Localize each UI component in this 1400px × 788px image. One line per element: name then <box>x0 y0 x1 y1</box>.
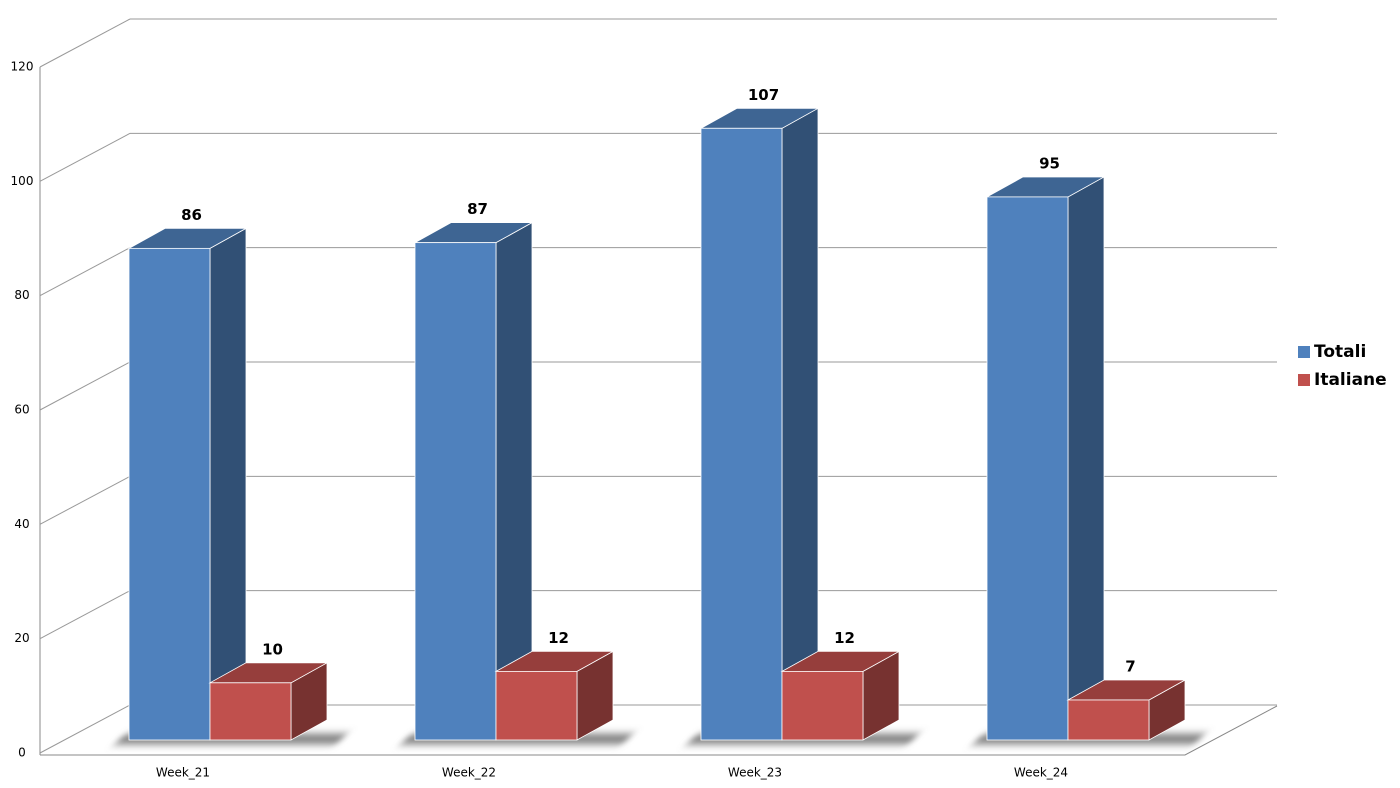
bar <box>209 682 292 741</box>
legend-swatch <box>1298 374 1310 386</box>
legend-label: Italiane <box>1314 370 1387 390</box>
x-tick-label: Week_21 <box>156 766 210 780</box>
bar <box>986 196 1069 741</box>
grid-line-side <box>39 18 131 68</box>
grid-line-side <box>39 590 131 640</box>
bar <box>700 127 783 741</box>
grid-line-side <box>39 475 131 525</box>
y-tick-label: 20 <box>14 631 29 645</box>
y-tick-label: 80 <box>14 288 29 302</box>
grid-line-side <box>39 132 131 182</box>
bar <box>414 242 497 741</box>
data-label: 12 <box>548 629 569 647</box>
y-tick-label: 60 <box>14 403 29 417</box>
legend-label: Totali <box>1314 342 1366 362</box>
data-label: 10 <box>262 640 283 658</box>
grid-line-side <box>39 361 131 411</box>
grid-line-side <box>39 247 131 297</box>
bar <box>781 671 864 741</box>
grid-line-side <box>39 704 131 754</box>
legend-swatch <box>1298 346 1310 358</box>
bar <box>1067 699 1150 741</box>
y-tick-label: 100 <box>11 174 34 188</box>
data-label: 95 <box>1039 154 1060 172</box>
data-label: 86 <box>181 206 202 224</box>
axes <box>39 67 1278 756</box>
bar <box>128 247 211 741</box>
bar <box>495 671 578 741</box>
x-tick-label: Week_23 <box>728 766 782 780</box>
y-tick-label: 0 <box>18 746 26 760</box>
data-label: 12 <box>834 629 855 647</box>
bar-side <box>209 227 247 741</box>
data-label: 107 <box>748 86 779 104</box>
data-label: 87 <box>467 200 488 218</box>
bar-side <box>781 107 819 741</box>
x-tick-label: Week_24 <box>1014 766 1068 780</box>
data-label: 7 <box>1125 657 1135 675</box>
y-tick-label: 120 <box>11 60 34 74</box>
bar-side <box>1067 176 1105 741</box>
y-tick-label: 40 <box>14 517 29 531</box>
floor-edge <box>40 705 1278 756</box>
x-tick-label: Week_22 <box>442 766 496 780</box>
